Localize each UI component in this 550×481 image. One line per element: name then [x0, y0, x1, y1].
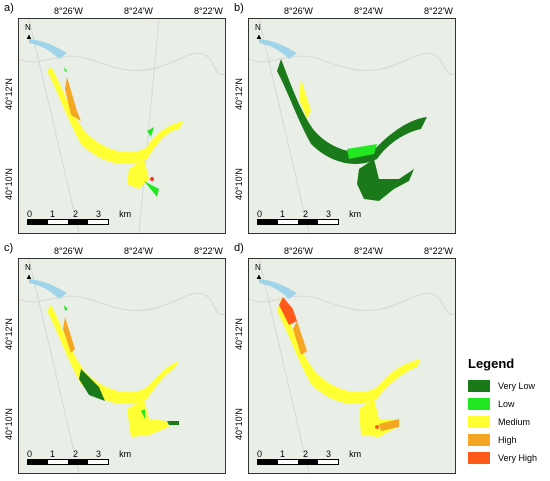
- legend-title: Legend: [468, 356, 515, 371]
- legend-item: Very Low: [468, 377, 550, 395]
- scale-tick: 0: [257, 449, 263, 459]
- legend-label: High: [498, 435, 517, 445]
- legend-swatch: [468, 398, 490, 410]
- lon-tick: 8°26'W: [284, 246, 313, 256]
- scale-tick: 1: [280, 209, 286, 219]
- panel-c: c) 8°26'W 8°24'W 8°22'W 40°12'N 40°10'N …: [0, 240, 230, 481]
- scale-tick: 2: [303, 449, 309, 459]
- panel-label: c): [4, 242, 14, 254]
- legend-swatch: [468, 380, 490, 392]
- scale-tick: 1: [50, 209, 56, 219]
- scale-bar: 0 1 2 3 km: [27, 209, 131, 225]
- legend-item: Very High: [468, 449, 550, 467]
- north-arrow-icon: N ▲: [255, 23, 263, 41]
- lat-tick: 40°12'N: [4, 78, 14, 110]
- map-view: N ▲ 0 1 2 3 km: [248, 18, 456, 234]
- scale-tick: 3: [326, 449, 332, 459]
- lat-tick: 40°12'N: [234, 78, 244, 110]
- north-label: N: [255, 23, 261, 32]
- lon-tick: 8°26'W: [54, 6, 83, 16]
- lat-tick: 40°10'N: [234, 408, 244, 440]
- legend-swatch: [468, 416, 490, 428]
- scale-bar: 0 1 2 3 km: [27, 449, 131, 465]
- panel-label: d): [234, 242, 244, 254]
- lon-tick: 8°22'W: [424, 6, 453, 16]
- panel-b: b) 8°26'W 8°24'W 8°22'W 40°12'N 40°10'N …: [230, 0, 460, 240]
- legend-label: Very Low: [498, 381, 536, 391]
- north-label: N: [255, 263, 261, 272]
- lon-tick: 8°26'W: [284, 6, 313, 16]
- lon-tick: 8°22'W: [194, 246, 223, 256]
- scale-tick: 1: [280, 449, 286, 459]
- lat-tick: 40°10'N: [234, 168, 244, 200]
- lon-tick: 8°24'W: [354, 6, 383, 16]
- lat-tick: 40°10'N: [4, 408, 14, 440]
- legend-item: Low: [468, 395, 550, 413]
- lon-tick: 8°26'W: [54, 246, 83, 256]
- panel-a: a) 8°26'W 8°24'W 8°22'W 40°12'N 40°10'N …: [0, 0, 230, 240]
- scale-bar: 0 1 2 3 km: [257, 449, 361, 465]
- north-label: N: [25, 263, 31, 272]
- north-arrow-icon: N ▲: [25, 23, 33, 41]
- scale-tick: 0: [27, 449, 33, 459]
- lat-tick: 40°10'N: [4, 168, 14, 200]
- scale-unit: km: [349, 209, 362, 219]
- scale-tick: 1: [50, 449, 56, 459]
- map-view: N ▲ 0 1 2 3 km: [248, 258, 456, 474]
- lat-tick: 40°12'N: [234, 318, 244, 350]
- legend-item: Medium: [468, 413, 550, 431]
- legend: Legend Very Low Low Medium High Very Hig…: [468, 356, 550, 467]
- north-arrow-icon: N ▲: [25, 263, 33, 281]
- scale-unit: km: [349, 449, 362, 459]
- scale-tick: 2: [73, 449, 79, 459]
- lon-tick: 8°24'W: [124, 6, 153, 16]
- north-label: N: [25, 23, 31, 32]
- map-view: N ▲ 0 1 2 3 km: [18, 258, 226, 474]
- legend-label: Low: [498, 399, 515, 409]
- panel-d: d) 8°26'W 8°24'W 8°22'W 40°12'N 40°10'N …: [230, 240, 460, 481]
- north-arrow-icon: N ▲: [255, 263, 263, 281]
- lon-tick: 8°24'W: [124, 246, 153, 256]
- map-view: N ▲ 0 1 2 3 km: [18, 18, 226, 234]
- legend-item: High: [468, 431, 550, 449]
- scale-tick: 2: [73, 209, 79, 219]
- panel-label: a): [4, 2, 14, 14]
- scale-unit: km: [119, 449, 132, 459]
- scale-bar: 0 1 2 3 km: [257, 209, 361, 225]
- scale-tick: 3: [326, 209, 332, 219]
- scale-tick: 3: [96, 449, 102, 459]
- lon-tick: 8°22'W: [424, 246, 453, 256]
- scale-tick: 2: [303, 209, 309, 219]
- lon-tick: 8°22'W: [194, 6, 223, 16]
- legend-swatch: [468, 434, 490, 446]
- scale-tick: 3: [96, 209, 102, 219]
- lat-tick: 40°12'N: [4, 318, 14, 350]
- legend-swatch: [468, 452, 490, 464]
- scale-tick: 0: [257, 209, 263, 219]
- legend-label: Medium: [498, 417, 531, 427]
- panel-label: b): [234, 2, 244, 14]
- scale-tick: 0: [27, 209, 33, 219]
- legend-label: Very High: [498, 453, 538, 463]
- scale-unit: km: [119, 209, 132, 219]
- lon-tick: 8°24'W: [354, 246, 383, 256]
